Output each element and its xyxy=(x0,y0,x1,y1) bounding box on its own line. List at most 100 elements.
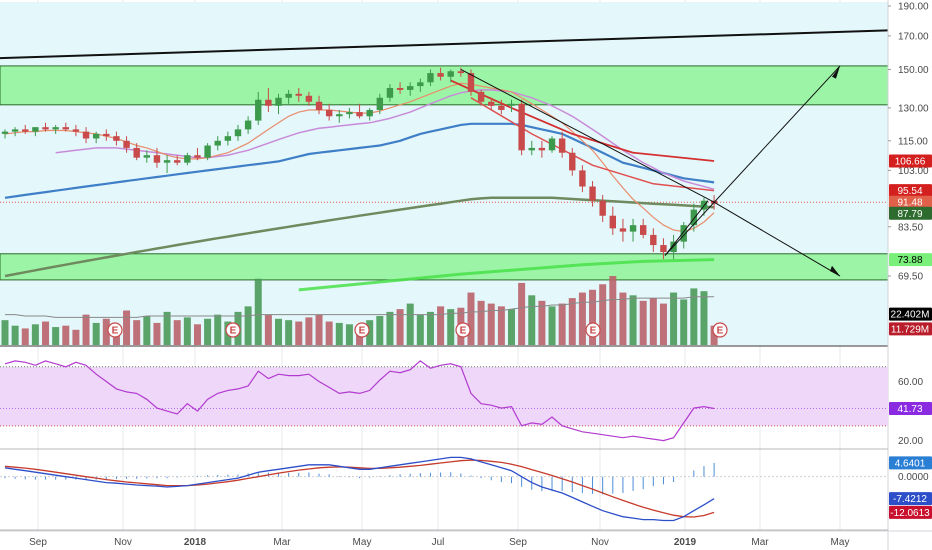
candle-body xyxy=(508,103,515,106)
candle-body xyxy=(690,209,698,226)
volume-bar xyxy=(447,309,455,345)
volume-bar xyxy=(416,314,424,345)
macd-pane[interactable] xyxy=(0,456,888,531)
volume-badge-bg xyxy=(889,307,932,321)
price-badge-bg xyxy=(889,154,932,168)
earnings-marker-label: E xyxy=(359,326,366,337)
time-axis[interactable]: Sep Nov 2018 Mar May Jul Sep Nov 2019 Mar May xyxy=(0,530,932,548)
time-axis-tick: Nov xyxy=(114,537,132,548)
volume-bar xyxy=(518,282,526,345)
price-badge-bg xyxy=(889,184,932,198)
macd-axis-tick: 0.0000 xyxy=(898,472,929,483)
volume-bar xyxy=(487,303,495,345)
earnings-marker xyxy=(585,322,601,338)
macd-badge-bg xyxy=(889,505,932,519)
candle-body xyxy=(427,73,434,83)
price-axis[interactable]: 190.00 170.00 150.00 130.00 115.00 103.00 83.5… xyxy=(888,2,932,519)
volume-bar xyxy=(649,298,657,345)
candle-body xyxy=(234,129,242,137)
price-axis-tick: 150.00 xyxy=(898,65,929,76)
earnings-marker xyxy=(354,322,370,338)
volume-bar xyxy=(568,298,576,345)
volume-bar xyxy=(123,310,131,345)
candle-body xyxy=(650,234,657,246)
volume-bar xyxy=(589,289,597,345)
volume-bar xyxy=(183,317,191,345)
time-axis-tick: Nov xyxy=(591,537,609,548)
candle-body xyxy=(194,155,201,158)
candle-body xyxy=(569,152,576,171)
volume-bar xyxy=(670,292,678,345)
time-axis-tick: May xyxy=(831,537,850,548)
price-axis-tick: 130.00 xyxy=(898,103,929,114)
candle-body xyxy=(609,215,616,229)
candle-body xyxy=(275,97,282,106)
candle-body xyxy=(305,95,313,102)
candle-body xyxy=(42,127,49,130)
candle-body xyxy=(396,87,404,90)
volume-bar xyxy=(295,321,303,345)
price-badge: 73.88 xyxy=(897,255,922,266)
volume-bar xyxy=(31,324,39,345)
volume-bar xyxy=(92,322,100,345)
volume-bar xyxy=(639,300,647,345)
candle-body xyxy=(680,225,687,242)
price-badge: 87.79 xyxy=(897,209,922,220)
sma200-line xyxy=(4,196,715,278)
downtrend-line xyxy=(460,69,715,203)
projection-down-arrowhead xyxy=(830,265,840,276)
candle-body xyxy=(103,133,110,137)
ma-overlay-line xyxy=(298,258,715,292)
price-badge-bg xyxy=(889,253,932,267)
rsi-pane[interactable] xyxy=(0,360,888,450)
macd-badge-bg xyxy=(889,456,932,470)
rsi-badge-bg xyxy=(889,402,932,416)
macd-badge: -7.4212 xyxy=(893,494,927,505)
rsi-line xyxy=(4,360,715,442)
candle-body xyxy=(386,87,394,98)
earnings-marker xyxy=(455,322,471,338)
macd-line xyxy=(4,456,715,522)
candle-body xyxy=(295,93,302,96)
price-axis-tick: 103.00 xyxy=(898,166,929,177)
candle-body xyxy=(133,147,140,158)
price-plot-area xyxy=(0,2,888,345)
candle-body xyxy=(619,228,627,232)
time-axis-tick: Jul xyxy=(432,537,445,548)
time-axis-tick: Sep xyxy=(29,537,47,548)
volume-bar xyxy=(133,320,141,345)
earnings-marker-label: E xyxy=(717,326,724,337)
candle-body xyxy=(488,101,495,106)
candle-body xyxy=(204,145,211,158)
volume-bar xyxy=(62,325,70,345)
volume-bar xyxy=(173,320,181,345)
candle-body xyxy=(498,105,505,110)
volume-bar xyxy=(254,278,262,345)
volume-bar xyxy=(396,309,404,345)
volume-bar xyxy=(508,309,515,345)
macd-badge-bg xyxy=(889,492,932,506)
volume-bar xyxy=(406,303,414,345)
candle-body xyxy=(599,200,606,216)
volume-bar xyxy=(11,325,19,345)
rsi-band xyxy=(0,366,888,426)
projection-up-line xyxy=(664,65,841,256)
earnings-marker-label: E xyxy=(230,326,237,337)
candle-body xyxy=(518,103,525,151)
volume-bar xyxy=(710,325,718,345)
candle-body xyxy=(265,99,272,106)
volume-bar xyxy=(193,324,201,345)
candle-body xyxy=(336,114,343,117)
candle-body xyxy=(1,131,9,134)
volume-bar xyxy=(538,300,546,345)
volume-bar xyxy=(609,276,617,345)
candle-body xyxy=(255,99,262,121)
volume-bar xyxy=(52,327,60,345)
volume-badge: 11.729M xyxy=(891,324,929,335)
volume-bar xyxy=(548,306,556,345)
price-badge-bg xyxy=(889,206,932,220)
volume-ma-line xyxy=(5,296,715,318)
volume-bar xyxy=(42,321,50,345)
